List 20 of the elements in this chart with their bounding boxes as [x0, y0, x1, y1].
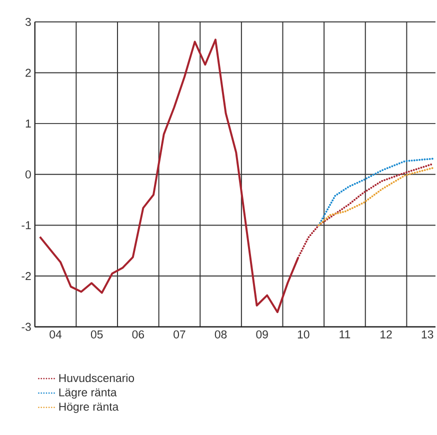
- x-tick-label: 12: [380, 330, 392, 338]
- y-tick-label: 2: [26, 68, 31, 76]
- legend-label: Lägre ränta: [59, 388, 117, 398]
- x-tick-label: 10: [298, 330, 310, 338]
- y-tick-label: -1: [22, 221, 31, 229]
- x-tick-label: 06: [132, 330, 144, 338]
- x-tick-label: 11: [340, 330, 350, 338]
- y-tick-label: -3: [22, 322, 31, 331]
- x-tick-label: 09: [256, 330, 268, 338]
- legend-label: Huvudscenario: [59, 373, 134, 382]
- x-tick-label: 04: [50, 330, 62, 338]
- x-tick-label: 13: [422, 330, 434, 338]
- legend-label: Högre ränta: [59, 402, 119, 413]
- y-tick-label: -2: [22, 272, 31, 280]
- y-tick-label: 0: [25, 170, 31, 178]
- x-tick-label: 07: [174, 330, 186, 338]
- y-tick-label: 1: [26, 119, 31, 128]
- x-tick-label: 05: [90, 330, 103, 338]
- x-tick-label: 08: [214, 330, 227, 338]
- y-tick-label: 3: [25, 18, 31, 26]
